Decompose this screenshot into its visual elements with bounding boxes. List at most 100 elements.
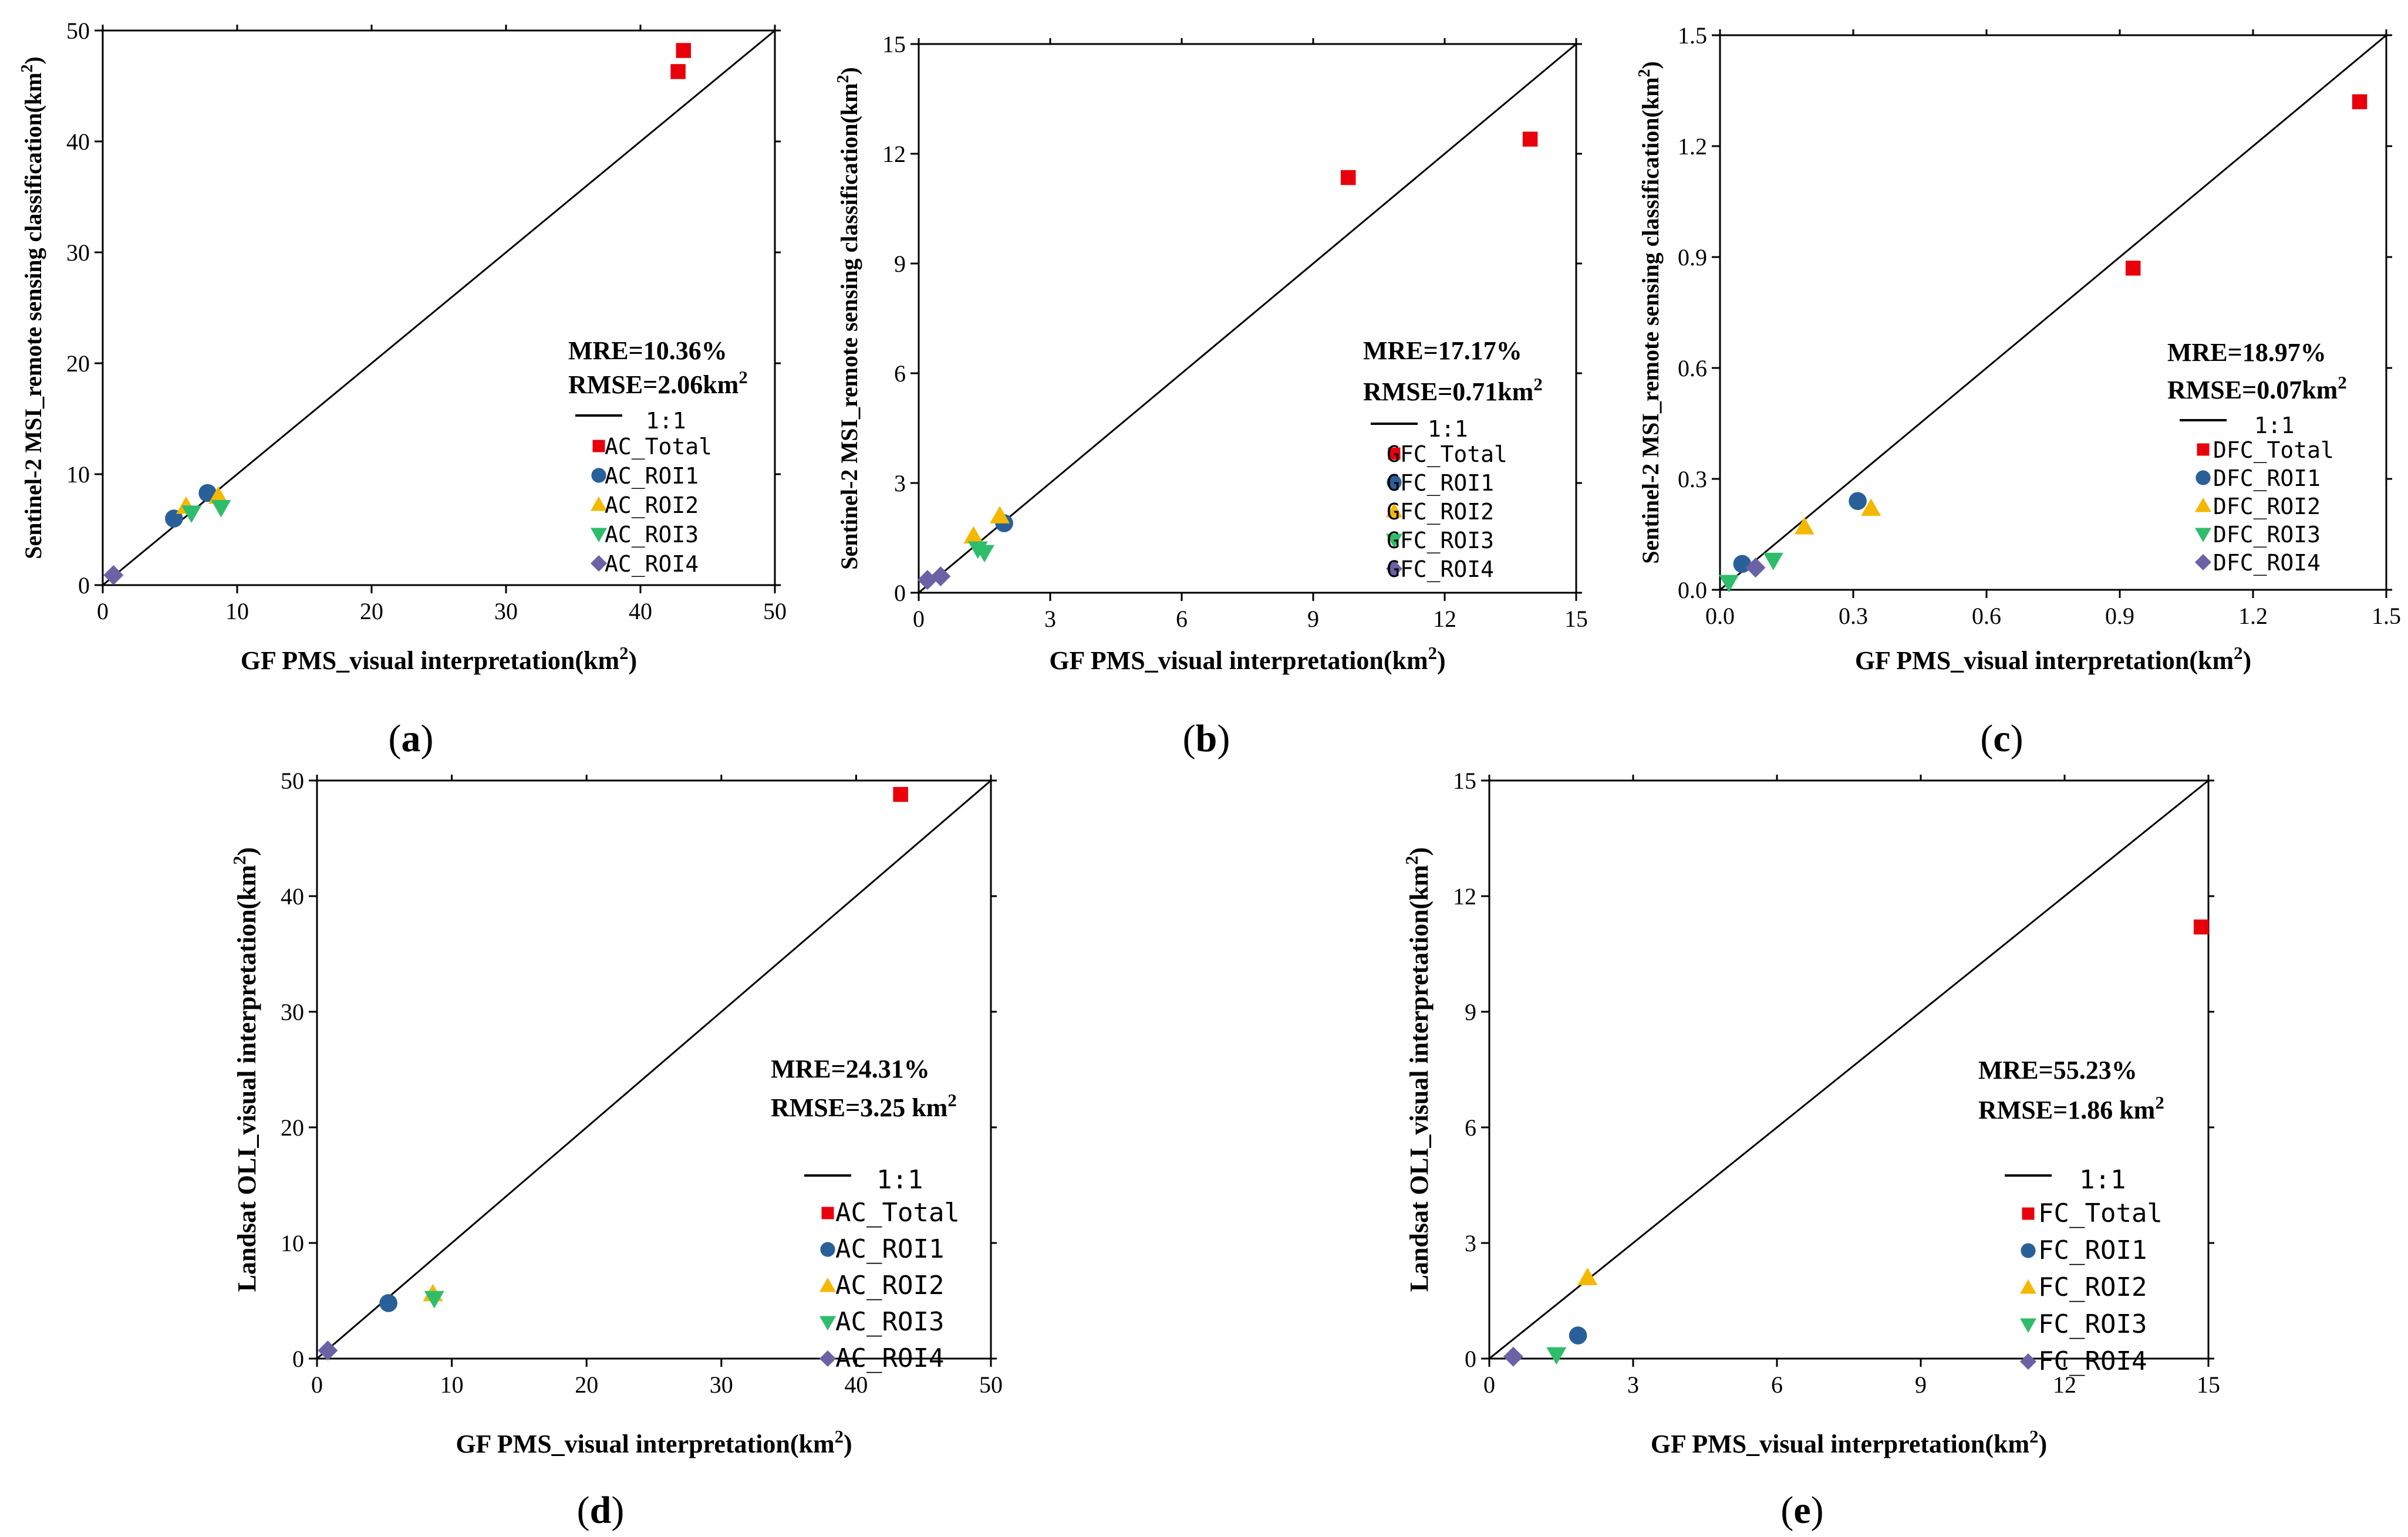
y-tick-label: 40 (66, 129, 90, 155)
panel-label: (a) (389, 717, 434, 760)
panel-label: (c) (1980, 717, 2023, 760)
y-tick-label: 0 (1465, 1346, 1476, 1372)
x-tick-label: 6 (1176, 606, 1188, 632)
y-tick-label: 0.0 (1678, 577, 1707, 603)
point-fc-roi1 (1569, 1326, 1587, 1345)
y-tick-label: 40 (281, 883, 304, 910)
x-tick-label: 1.2 (2238, 603, 2268, 629)
point-dfc-total (2125, 261, 2141, 276)
y-tick-label: 0 (78, 572, 90, 599)
legend-label-ac-roi3: AC_ROI3 (605, 522, 699, 548)
legend-marker-ac-total (592, 440, 605, 452)
y-tick-label: 0 (894, 580, 906, 606)
legend-marker-gfc-roi1 (1387, 475, 1402, 490)
legend-marker-gfc-total (1388, 447, 1401, 460)
legend-label-ac-roi3: AC_ROI3 (835, 1307, 944, 1337)
mre-stat: MRE=17.17% (1363, 336, 1522, 365)
mre-stat: MRE=18.97% (2167, 338, 2326, 367)
y-tick-label: 9 (1465, 999, 1476, 1025)
legend-label-ac-roi1: AC_ROI1 (605, 463, 699, 489)
legend-marker-dfc-roi1 (2195, 470, 2211, 485)
legend-label-ac-roi2: AC_ROI2 (835, 1271, 944, 1300)
mre-stat: MRE=24.31% (771, 1055, 930, 1083)
legend-label-dfc-roi4: DFC_ROI4 (2213, 550, 2321, 576)
legend-marker-ac-roi4 (819, 1350, 836, 1367)
legend-label-fc-total: FC_Total (2038, 1198, 2163, 1228)
x-tick-label: 6 (1771, 1372, 1783, 1398)
x-tick-label: 50 (979, 1372, 1003, 1398)
x-axis-label: GF PMS_visual interpretation(km2) (456, 1427, 852, 1458)
legend: 1:1FC_Total FC_ROI1 FC_ROI2 FC_ROI3 FC_ROI4 (2005, 1165, 2163, 1376)
legend-label-ac-roi1: AC_ROI1 (835, 1234, 944, 1264)
panel-label: (b) (1183, 717, 1230, 760)
point-dfc-roi3 (1719, 575, 1739, 593)
panel-d: 0 10 20 30 40 50 0 10 20 30 40 50 GF PMS_visual inte… (230, 768, 1003, 1532)
y-tick-label: 0 (292, 1346, 304, 1372)
legend-marker-ac-roi1 (591, 468, 606, 483)
y-axis-label: Landsat OLI_visual interpretation(km2) (230, 847, 261, 1292)
legend-label-ac-roi4: AC_ROI4 (605, 551, 699, 577)
x-axis-label: GF PMS_visual interpretation(km2) (1855, 643, 2251, 675)
x-tick-label: 0.0 (1705, 603, 1735, 629)
x-axis-label: GF PMS_visual interpretation(km2) (1049, 643, 1445, 675)
y-axis-label: Landsat OLI_visual interpretation(km2) (1402, 847, 1434, 1292)
x-tick-label: 0 (913, 606, 925, 632)
rmse-stat: RMSE=1.86 km2 (1978, 1093, 2164, 1124)
legend-marker-gfc-roi3 (1386, 533, 1402, 548)
legend-marker-fc-roi1 (2021, 1243, 2036, 1258)
plot-frame (316, 779, 992, 1360)
point-ac-total (676, 43, 692, 58)
y-axis-label: Sentinel-2 MSI_remote sensing classifica… (1635, 61, 1664, 564)
legend-label-ac-total: AC_Total (835, 1198, 960, 1228)
y-tick-label: 30 (66, 239, 90, 266)
mre-stat: MRE=55.23% (1978, 1056, 2137, 1085)
y-tick-label: 20 (281, 1114, 304, 1141)
plot-frame (1488, 779, 2210, 1360)
y-tick-label: 10 (66, 461, 90, 488)
y-tick-label: 30 (281, 999, 304, 1025)
x-tick-label: 3 (1627, 1372, 1639, 1398)
x-tick-label: 0.6 (1972, 603, 2001, 629)
panel-label: (d) (577, 1489, 625, 1532)
x-tick-label: 15 (2197, 1372, 2220, 1398)
legend-label-fc-roi3: FC_ROI3 (2038, 1309, 2147, 1339)
rmse-stat: RMSE=3.25 km2 (771, 1090, 957, 1122)
legend-label-dfc-roi3: DFC_ROI3 (2213, 522, 2321, 548)
y-axis-label: Sentinel-2 MSI_remote sensing classifica… (834, 67, 863, 570)
y-tick-label: 1.2 (1678, 133, 1707, 160)
y-tick-label: 15 (882, 31, 906, 58)
y-tick-label: 12 (1453, 883, 1476, 910)
y-tick-label: 3 (1465, 1230, 1476, 1256)
y-tick-label: 50 (66, 18, 90, 44)
legend-marker-ac-roi1 (820, 1242, 835, 1257)
point-dfc-roi1 (1849, 492, 1867, 511)
point-dfc-total (2352, 94, 2367, 110)
x-axis-label: GF PMS_visual interpretation(km2) (241, 643, 637, 675)
x-tick-label: 1.5 (2372, 603, 2401, 629)
x-tick-label: 12 (1433, 606, 1456, 632)
legend-label-1-1: 1:1 (1428, 416, 1468, 442)
legend-marker-ac-roi2 (591, 496, 607, 511)
y-tick-label: 50 (281, 768, 304, 794)
legend-label-dfc-roi1: DFC_ROI1 (2213, 465, 2321, 492)
legend-label-ac-roi2: AC_ROI2 (605, 492, 699, 519)
x-axis-label: GF PMS_visual interpretation(km2) (1651, 1427, 2047, 1458)
y-tick-label: 1.5 (1678, 22, 1707, 49)
legend-label-1-1: 1:1 (646, 408, 686, 434)
plot-frame (1719, 34, 2387, 591)
x-tick-label: 0 (1483, 1372, 1495, 1398)
one-to-one-line (918, 43, 1577, 594)
x-tick-label: 20 (360, 598, 383, 624)
legend-marker-ac-roi4 (591, 555, 607, 572)
x-tick-label: 0 (311, 1372, 323, 1398)
point-ac-total (670, 64, 686, 79)
point-dfc-roi2 (1794, 516, 1815, 535)
point-dfc-roi4 (1745, 558, 1766, 578)
point-ac-roi3 (211, 499, 231, 518)
y-tick-label: 0.3 (1678, 466, 1707, 492)
y-tick-label: 6 (1465, 1114, 1476, 1141)
point-ac-total (893, 786, 908, 802)
legend-marker-fc-roi4 (2020, 1353, 2036, 1370)
